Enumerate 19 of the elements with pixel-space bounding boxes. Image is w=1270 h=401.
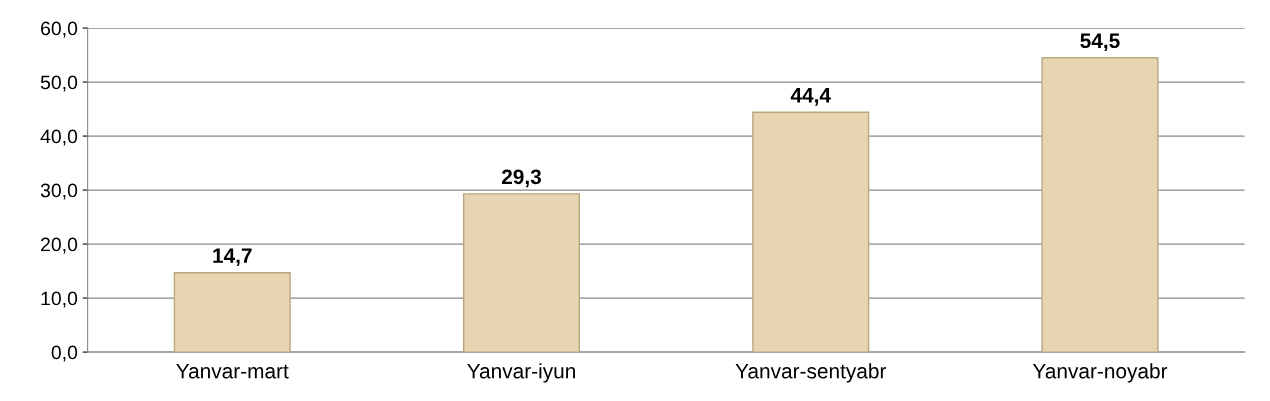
x-tick-label: Yanvar-mart (176, 363, 289, 379)
y-tick-label: 60,0 (41, 21, 78, 38)
x-tick-label: Yanvar-noyabr (1032, 363, 1168, 383)
data-label: 44,4 (790, 88, 831, 106)
data-label: 29,3 (501, 169, 542, 188)
data-label: 54,5 (1080, 33, 1120, 52)
bar (462, 193, 581, 353)
y-tick-label: 20,0 (41, 237, 78, 254)
y-tick-label: 10,0 (41, 291, 78, 308)
x-tick-label: Yanvar-iyun (467, 363, 575, 383)
y-tick-label: 30,0 (40, 183, 78, 200)
y-tick-label: 0,0 (51, 345, 78, 362)
data-label: 14,7 (213, 248, 252, 267)
y-tick-label: 50,0 (40, 75, 78, 92)
y-tick-label: 40,0 (40, 129, 78, 146)
bar (173, 272, 291, 353)
bar (1041, 57, 1159, 353)
bar (752, 111, 870, 353)
x-tick-label: Yanvar-sentyabr (735, 363, 887, 383)
